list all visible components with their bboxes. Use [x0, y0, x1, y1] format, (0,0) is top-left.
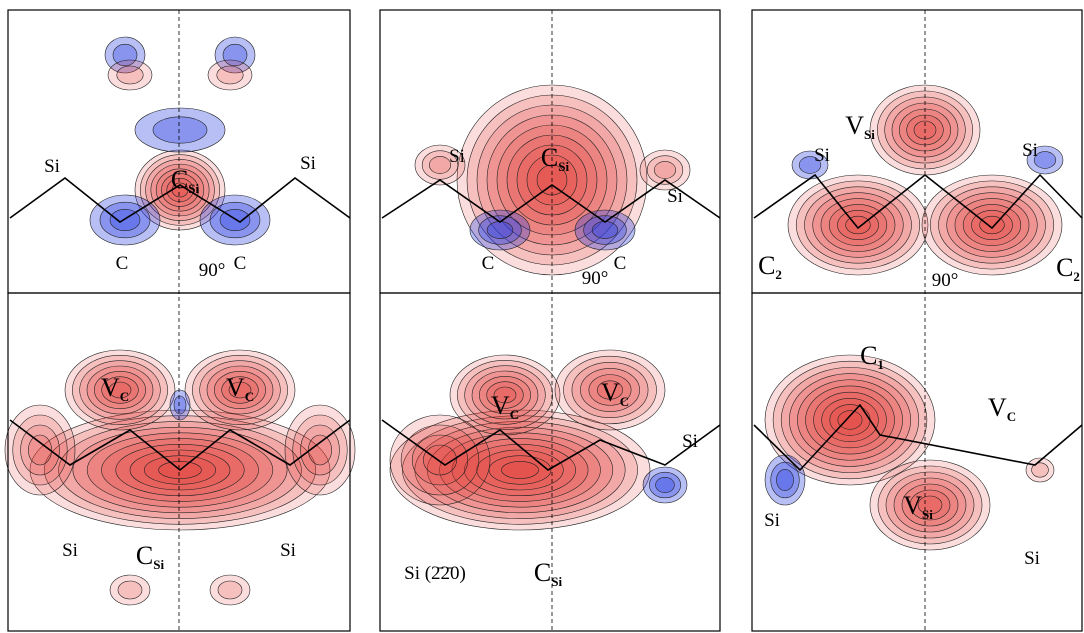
label-text: C [614, 253, 627, 274]
label-subscript: C [620, 394, 629, 409]
atom-label: Si [814, 145, 830, 166]
label-text: Si [449, 146, 465, 167]
atom-label: Si [300, 153, 316, 174]
atom-label: C [614, 253, 627, 274]
label-text: Si [682, 431, 698, 452]
contour [501, 461, 538, 478]
label-subscript: C [510, 407, 519, 422]
label-text: Si [62, 540, 78, 561]
atom-label: VC [988, 393, 1016, 424]
atom-label: Si [44, 156, 60, 177]
label-text: 90° [932, 270, 959, 291]
label-text: C [1056, 253, 1073, 282]
label-subscript: C [1007, 409, 1016, 424]
atom-label: Si [1022, 140, 1038, 161]
label-subscript: 2 [1073, 269, 1080, 284]
label-subscript: C [245, 389, 254, 404]
atom-label: Si [1024, 548, 1040, 569]
label-text: C [482, 253, 495, 274]
atom-label: Si [667, 186, 683, 207]
label-subscript: C [120, 389, 129, 404]
label-text: Si [814, 145, 830, 166]
contour [174, 396, 186, 414]
label-text: Si [1022, 140, 1038, 161]
label-subscript: Si [188, 181, 199, 196]
label-subscript: 1 [877, 357, 884, 372]
contour [218, 581, 242, 599]
label-text: V [903, 491, 922, 520]
atom-label: VSi [845, 111, 875, 142]
label-text: V [988, 393, 1007, 422]
contour [153, 117, 207, 143]
label-text: C [136, 541, 153, 570]
label-text: Si [764, 510, 780, 531]
atom-label: C2 [1056, 253, 1080, 284]
atom-label: Si [682, 431, 698, 452]
label-text: V [101, 373, 120, 402]
contour [118, 581, 142, 599]
figure: CSiSiSiCC90°CSiSiSiCC90°VSiSiSiC2C290°VC… [0, 0, 1084, 633]
label-text: Si (2̄2̄0) [404, 563, 466, 584]
label-subscript: Si [558, 159, 569, 174]
label-text: 90° [582, 268, 609, 289]
label-text: C [860, 341, 877, 370]
atom-label: C [482, 253, 495, 274]
contour [846, 216, 871, 234]
label-subscript: Si [551, 574, 562, 589]
atom-label: 90° [582, 268, 609, 289]
atom-label: C [234, 253, 247, 274]
atom-label: C [116, 253, 129, 274]
label-text: C [541, 143, 558, 172]
contour [117, 66, 143, 84]
atom-label: Si [449, 146, 465, 167]
atom-label: 90° [199, 260, 226, 281]
label-text: V [601, 378, 620, 407]
label-subscript: Si [864, 127, 875, 142]
label-text: V [491, 391, 510, 420]
label-text: Si [667, 186, 683, 207]
label-subscript: 2 [775, 267, 782, 282]
label-text: V [845, 111, 864, 140]
label-text: Si [280, 540, 296, 561]
label-text: C [171, 165, 188, 194]
label-text: Si [44, 156, 60, 177]
atom-label: CSi [534, 558, 563, 589]
contour [217, 66, 243, 84]
atom-label: Si [62, 540, 78, 561]
contour [28, 435, 51, 465]
contour [656, 477, 675, 492]
label-text: C [234, 253, 247, 274]
label-text: Si [300, 153, 316, 174]
contour [308, 435, 331, 465]
atom-label: C2 [758, 251, 782, 282]
atom-label: Si (2̄2̄0) [404, 563, 466, 584]
label-text: C [116, 253, 129, 274]
contour [429, 156, 450, 173]
atom-label: 90° [932, 270, 959, 291]
label-text: V [226, 373, 245, 402]
contour [487, 221, 513, 238]
contour [838, 411, 862, 430]
label-subscript: Si [153, 557, 164, 572]
label-text: C [534, 558, 551, 587]
contour [654, 161, 675, 178]
atom-label: Si [280, 540, 296, 561]
atom-label: CSi [136, 541, 165, 572]
label-text: 90° [199, 260, 226, 281]
atom-label: C1 [860, 341, 884, 372]
contour [592, 221, 618, 238]
contour [776, 469, 793, 490]
label-subscript: Si [922, 507, 933, 522]
label-text: Si [1024, 548, 1040, 569]
atom-label: Si [764, 510, 780, 531]
label-text: C [758, 251, 775, 280]
